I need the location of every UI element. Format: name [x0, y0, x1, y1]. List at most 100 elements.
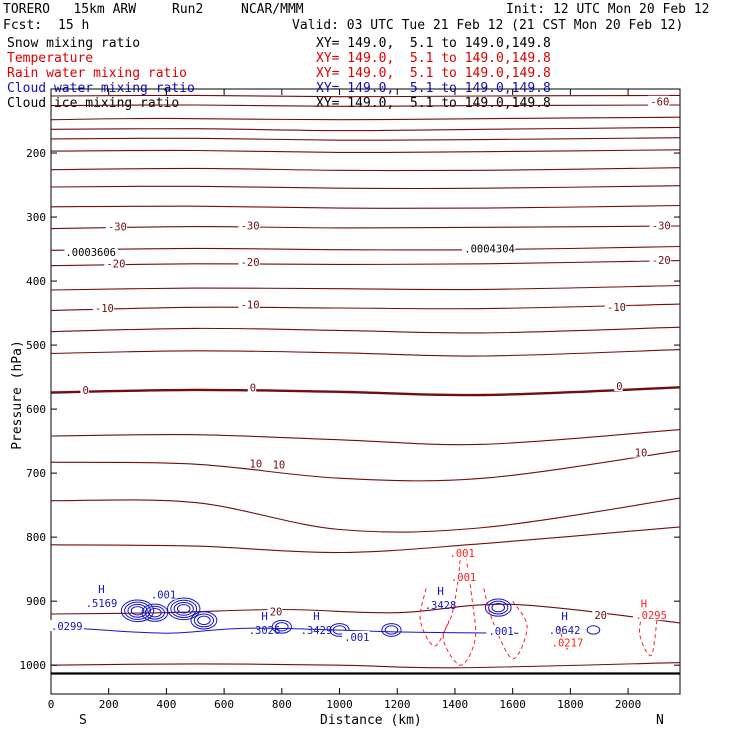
- center-label: NCAR/MMM: [241, 2, 304, 17]
- temperature-label-17-bg: [592, 609, 608, 621]
- contour-value-label-3: .001: [450, 548, 475, 560]
- x-tick-label-10: 2000: [615, 698, 642, 711]
- legend-temperature-name: Temperature: [7, 51, 94, 66]
- temperature-label-14-bg: [270, 458, 286, 470]
- temperature-isotherm-1: [50, 104, 681, 107]
- temperature-label-1-bg: [105, 220, 127, 232]
- model-title: TORERO 15km ARW: [3, 2, 137, 17]
- contour-value-label-7-bg: [638, 597, 648, 609]
- temperature-label-9-bg: [604, 301, 627, 313]
- rain-contour-2: [483, 588, 528, 660]
- contour-value-label-5: .0217: [552, 638, 584, 650]
- x-axis-title: Distance (km): [320, 713, 422, 728]
- valid-time: Valid: 03 UTC Tue 21 Feb 12 (21 CST Mon …: [292, 18, 684, 33]
- cloud-water-max-marker-4: H: [561, 610, 568, 623]
- cloud-water-max-value-3: .3428: [425, 600, 457, 612]
- cloud-water-contour-1-2: [144, 605, 165, 620]
- temperature-isotherm-20: [50, 526, 681, 554]
- cloud-water-max-marker-2: H: [313, 610, 320, 623]
- contour-value-label-9-bg: [64, 246, 118, 258]
- temperature-isotherm-16: [50, 386, 681, 397]
- cloud-water-contour-7-3: [484, 598, 512, 617]
- temperature-label-6-bg: [649, 253, 671, 265]
- x-tick-label-7: 1400: [442, 698, 469, 711]
- cloud-water-max-value-1: .3026: [249, 625, 281, 637]
- init-time: Init: 12 UTC Mon 20 Feb 12: [506, 2, 710, 17]
- temperature-label-4: -20: [106, 259, 125, 271]
- contour-labels: -60 -30 -30 -30 -20 -20 -20 -10 -10 -10 0 0 0 10 10 10 2…: [50, 95, 671, 650]
- cloud-water-contour-0-2: [127, 603, 148, 618]
- temperature-isotherm-17: [50, 429, 681, 446]
- temperature-label-6: -20: [652, 255, 671, 267]
- x-axis-left-end: S: [79, 713, 87, 728]
- x-tick-label-5: 1000: [326, 698, 353, 711]
- temperature-label-16: 20: [270, 606, 283, 618]
- cloud-water-contour-2-2: [173, 601, 194, 616]
- temperature-isotherm-11: [50, 260, 681, 267]
- temperature-isotherm-6: [50, 167, 681, 172]
- temperature-label-8: -10: [241, 300, 260, 312]
- contour-value-label-0: .001: [151, 590, 176, 602]
- legend-temperature-range: XY= 149.0, 5.1 to 149.0,149.8: [316, 51, 551, 66]
- cloud-water-contour-0-4: [120, 599, 155, 623]
- temperature-label-10-bg: [80, 383, 89, 395]
- temperature-isotherm-10: [50, 245, 681, 251]
- cloud-water-contour-7-1: [491, 602, 506, 613]
- temperature-label-3-bg: [649, 219, 671, 231]
- cloud-water-contour-3-1: [197, 615, 211, 626]
- contour-value-label-5-bg: [549, 636, 584, 648]
- temperature-label-15: 10: [635, 448, 648, 460]
- contour-value-label-3-bg: [447, 547, 475, 559]
- cloud-water-envelope: [74, 627, 519, 634]
- temperature-label-9: -10: [607, 302, 626, 314]
- contour-value-label-8-bg: [461, 242, 516, 254]
- temperature-isotherm-14: [50, 326, 681, 334]
- contour-value-label-8: .0004304: [464, 243, 515, 255]
- y-tick-label-5: 700: [26, 467, 46, 480]
- temperature-label-5: -20: [241, 257, 260, 269]
- x-tick-label-8: 1600: [499, 698, 526, 711]
- y-tick-label-1: 300: [26, 211, 46, 224]
- cloud-water-contour-1-3: [141, 603, 169, 622]
- y-tick-label-6: 800: [26, 531, 46, 544]
- temperature-label-0: -60: [650, 97, 669, 109]
- contour-value-label-10: .0299: [51, 621, 83, 633]
- contour-value-label-1: .001: [344, 632, 369, 644]
- cloud-water-max-value-0: .5169: [86, 598, 118, 610]
- temperature-contours: [50, 94, 681, 675]
- temperature-label-5-bg: [238, 255, 260, 267]
- temperature-label-4-bg: [104, 257, 126, 269]
- cloud-water-contour-3-3: [190, 611, 218, 630]
- axes: 0 200 400 600 800 1000 1200 1400 1600 1800 2000200…: [20, 89, 680, 711]
- temperature-label-11-bg: [247, 381, 257, 393]
- y-tick-label-8: 1000: [20, 659, 47, 672]
- rain-contour-1: [419, 588, 450, 647]
- contour-value-label-2-bg: [486, 625, 514, 637]
- cloud-water-max-marker-0: H: [98, 583, 105, 596]
- y-tick-label-7: 900: [26, 595, 46, 608]
- legend-snow-name: Snow mixing ratio: [7, 36, 141, 51]
- contour-value-label-6-bg: [633, 609, 668, 621]
- legend-cloud-ice-range: XY= 149.0, 5.1 to 149.0,149.8: [316, 96, 551, 111]
- x-tick-label-6: 1200: [384, 698, 411, 711]
- temperature-label-13: 10: [250, 458, 263, 470]
- temperature-label-13-bg: [247, 457, 263, 469]
- temperature-label-17: 20: [594, 610, 607, 622]
- temperature-isotherm-21: [50, 603, 681, 624]
- run-label: Run2: [172, 2, 204, 17]
- temperature-label-12-bg: [614, 379, 623, 391]
- temperature-label-8-bg: [238, 298, 260, 310]
- temperature-isotherm-2: [50, 116, 681, 121]
- temperature-isotherm-19: [50, 497, 681, 533]
- cloud-water-contour-2-1: [176, 604, 191, 614]
- cloud-water-contour-3-2: [193, 613, 215, 628]
- x-tick-label-4: 800: [272, 698, 292, 711]
- temperature-isotherm-12: [50, 284, 681, 291]
- cloud-water-contour-6-2: [381, 623, 402, 637]
- y-axis-title: Pressure (hPa): [10, 340, 25, 450]
- y-tick-label-3: 500: [26, 339, 46, 352]
- temperature-label-3: -30: [652, 220, 671, 232]
- temperature-label-2: -30: [241, 220, 260, 232]
- temperature-label-7: -10: [95, 303, 114, 315]
